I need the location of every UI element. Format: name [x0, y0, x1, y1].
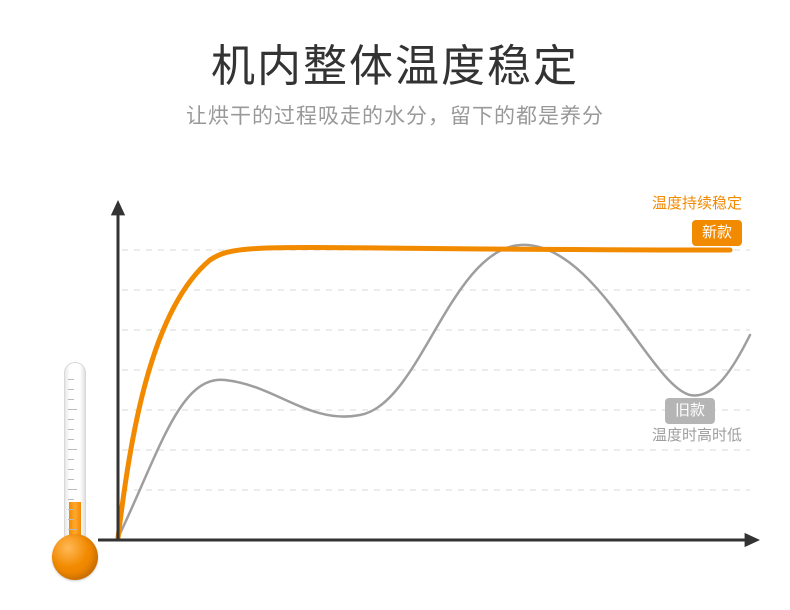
new-model-annotation: 温度持续稳定: [652, 194, 742, 214]
chart-svg: [50, 190, 770, 580]
new-model-badge: 新款: [692, 220, 742, 246]
old-model-line: [118, 245, 750, 538]
thermometer-icon: [50, 350, 100, 580]
x-axis-arrow: [745, 533, 760, 547]
chart-subtitle: 让烘干的过程吸走的水分，留下的都是养分: [0, 100, 790, 130]
temperature-chart: 温度持续稳定 新款 旧款 温度时高时低: [50, 190, 770, 580]
new-model-line: [118, 248, 730, 539]
old-model-annotation: 温度时高时低: [652, 426, 742, 446]
old-model-badge: 旧款: [665, 398, 715, 424]
chart-title: 机内整体温度稳定: [0, 30, 790, 94]
y-axis-arrow: [111, 200, 125, 215]
